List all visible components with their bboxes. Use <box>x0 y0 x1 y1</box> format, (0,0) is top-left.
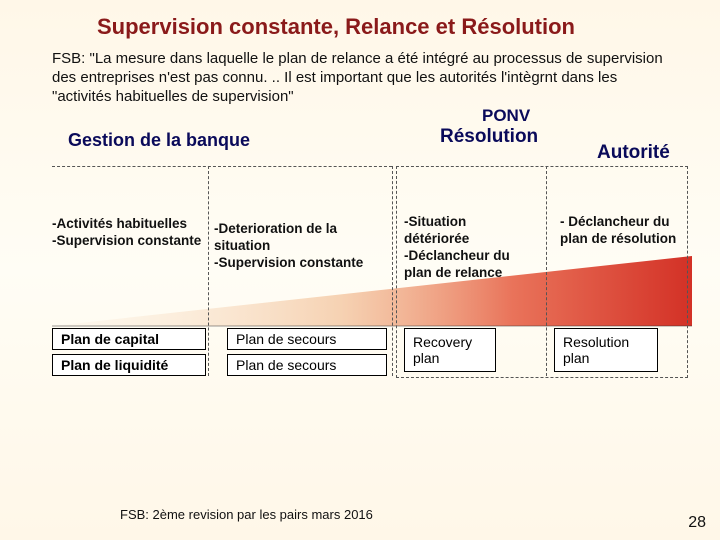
slide-title: Supervision constante, Relance et Résolu… <box>97 14 690 40</box>
plan-liquidite: Plan de liquidité <box>52 354 206 376</box>
vdash-3 <box>546 166 547 376</box>
footer-note: FSB: 2ème revision par les pairs mars 20… <box>120 507 373 522</box>
vdash-2 <box>392 166 393 376</box>
header-autorite: Autorité <box>597 142 670 164</box>
intro-text: FSB: "La mesure dans laquelle le plan de… <box>52 50 690 106</box>
diagram-area: -Activités habituelles-Supervision const… <box>52 166 692 376</box>
header-resolution: Résolution <box>440 126 538 148</box>
plan-capital: Plan de capital <box>52 328 206 350</box>
plan-resolution: Resolution plan <box>554 328 658 372</box>
header-ponv: PONV <box>482 106 530 126</box>
header-gestion: Gestion de la banque <box>68 130 250 151</box>
plan-recovery: Recovery plan <box>404 328 496 372</box>
plan-secours-1: Plan de secours <box>227 328 387 350</box>
plan-secours-2: Plan de secours <box>227 354 387 376</box>
page-number: 28 <box>688 514 706 532</box>
column-c-text: -Situation détériorée-Déclancheur du pla… <box>404 214 534 282</box>
column-a-text: -Activités habituelles-Supervision const… <box>52 216 202 250</box>
headers-row: Gestion de la banque PONV Résolution Aut… <box>52 112 690 166</box>
slide: Supervision constante, Relance et Résolu… <box>0 0 720 540</box>
top-dash <box>52 166 392 167</box>
column-d-text: - Déclancheur du plan de résolution <box>560 214 690 248</box>
column-b-text: -Deterioration de la situation-Supervisi… <box>214 221 384 272</box>
vdash-1 <box>208 166 209 376</box>
